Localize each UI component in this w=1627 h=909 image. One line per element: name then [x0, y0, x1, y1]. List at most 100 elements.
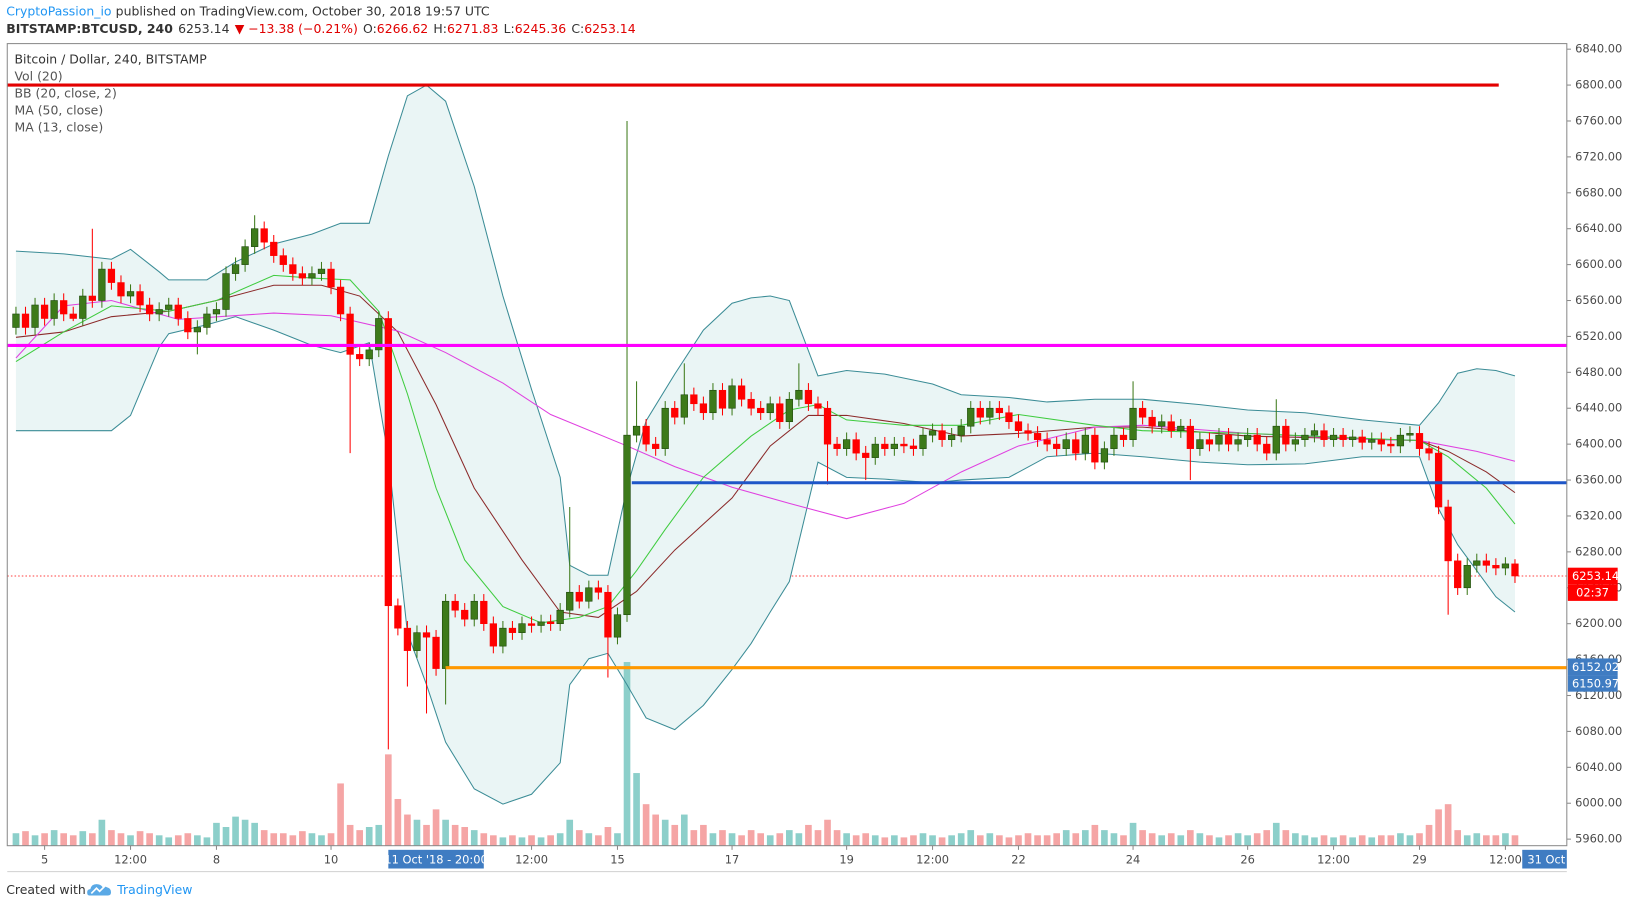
volume-bar	[1292, 833, 1299, 846]
candle-body	[623, 434, 631, 616]
volume-bar	[1502, 833, 1509, 846]
candle-body	[461, 609, 469, 620]
volume-bar	[1282, 830, 1290, 846]
change: ▼ −13.38 (−0.21%)	[235, 21, 358, 36]
volume-bar	[776, 833, 784, 846]
x-tick-label: 12:00	[1489, 853, 1522, 867]
volume-bar	[833, 830, 841, 846]
candle-body	[652, 443, 660, 449]
candle-body	[40, 304, 49, 319]
volume-bar	[1081, 830, 1089, 846]
candle-body	[919, 434, 927, 449]
candle-body	[1482, 560, 1490, 566]
candle-body	[1129, 407, 1137, 440]
volume-bar	[184, 833, 192, 846]
candle-body	[384, 318, 392, 607]
candle-body	[241, 246, 249, 265]
x-tick-label: 29	[1412, 853, 1427, 867]
volume-bar	[480, 833, 488, 846]
volume-bar	[203, 837, 211, 846]
candle-body	[136, 291, 144, 306]
candle-body	[31, 304, 39, 328]
y-tick-label: 6800.00	[1575, 78, 1622, 92]
legend-item: BB (20, close, 2)	[15, 85, 117, 100]
candle-body	[375, 318, 383, 351]
candle-body	[890, 443, 898, 449]
volume-bar	[843, 833, 850, 846]
bb-fill	[15, 85, 1515, 805]
volume-bar	[1272, 822, 1280, 846]
candle-body	[1310, 430, 1319, 436]
candle-body	[155, 309, 163, 315]
candle-body	[145, 304, 154, 315]
price-label: 6152.02	[1572, 660, 1619, 674]
volume-bar	[346, 824, 354, 846]
candle-body	[671, 407, 679, 418]
candle-body	[184, 318, 192, 333]
volume-bar	[1492, 835, 1500, 846]
volume-bar	[595, 835, 602, 846]
candle-body	[298, 273, 307, 279]
ohlc-value: 6271.83	[447, 21, 498, 36]
candle-body	[1196, 439, 1204, 449]
candle-body	[1148, 416, 1156, 427]
candle-body	[174, 304, 182, 319]
candle-body	[212, 309, 221, 315]
candle-body	[270, 241, 278, 256]
volume-bar	[1167, 833, 1175, 846]
candle-body	[766, 403, 774, 414]
x-tick-label: 12:00	[1317, 853, 1350, 867]
volume-bar	[318, 835, 325, 846]
candle-body	[556, 609, 564, 624]
bb-lower	[15, 316, 1516, 805]
candle-body	[737, 385, 746, 400]
candle-body	[804, 389, 813, 405]
price-label-box	[1567, 658, 1618, 676]
volume-bar	[805, 824, 812, 846]
volume-bar	[279, 833, 287, 846]
volume-bar	[1215, 837, 1223, 846]
candle-body	[957, 425, 965, 436]
volume-bar	[155, 835, 163, 846]
volume-bar	[566, 819, 574, 846]
candle-body	[279, 255, 287, 265]
volume-bar	[1110, 833, 1118, 846]
volume-bar	[661, 819, 669, 846]
published: published on TradingView.com, October 30…	[116, 3, 490, 18]
candle-body	[98, 268, 106, 301]
ohlc-value: 6253.14	[584, 21, 636, 36]
candle-body	[537, 621, 545, 626]
ohlc-key: C:	[571, 21, 584, 36]
volume-bar	[671, 824, 679, 846]
candle-body	[1396, 434, 1405, 447]
candle-body	[1492, 565, 1500, 569]
candle-body	[785, 398, 793, 423]
footer-brand[interactable]: TradingView	[116, 882, 192, 897]
candle-body	[795, 389, 803, 400]
candle-body	[21, 313, 30, 328]
ohlc-value: 6266.62	[377, 21, 428, 36]
author[interactable]: CryptoPassion_io	[6, 3, 111, 18]
volume-bar	[509, 835, 516, 846]
volume-bar	[146, 833, 153, 846]
volume-bar	[241, 819, 249, 846]
countdown-box	[1567, 584, 1618, 601]
candle-body	[604, 591, 612, 638]
candle-body	[1205, 439, 1214, 445]
volume-bar	[1263, 830, 1271, 846]
candle-body	[1501, 563, 1510, 569]
candle-body	[1329, 434, 1338, 440]
x-tick-label: 12:00	[515, 853, 548, 867]
candle-body	[422, 632, 431, 638]
candle-body	[776, 403, 784, 423]
candle-body	[594, 587, 603, 593]
volume-bar	[986, 833, 994, 846]
candle-body	[1406, 433, 1414, 436]
candle-body	[518, 623, 526, 633]
volume-bar	[365, 827, 373, 846]
volume-bar	[413, 819, 421, 846]
y-tick-label: 6080.00	[1575, 724, 1622, 738]
candle-body	[814, 403, 822, 409]
y-tick-label: 6840.00	[1575, 42, 1622, 56]
